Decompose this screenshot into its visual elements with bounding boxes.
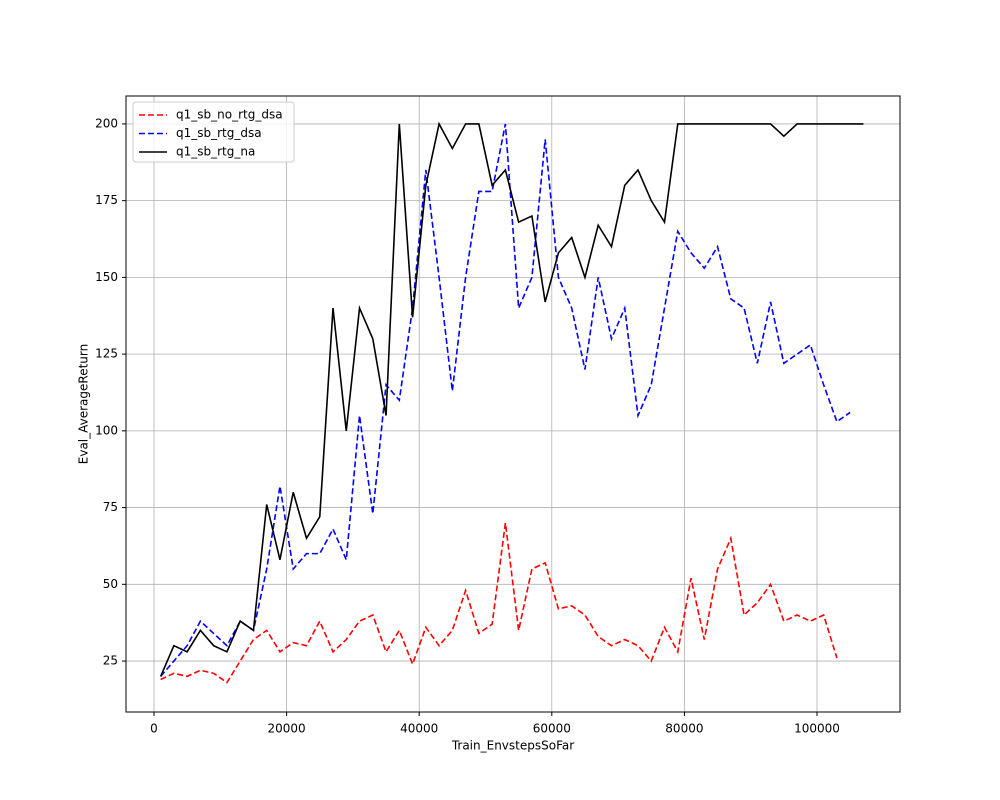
legend-label: q1_sb_rtg_na: [176, 145, 255, 159]
y-tick-label: 75: [103, 500, 118, 514]
x-tick-label: 100000: [794, 722, 840, 736]
y-tick-label: 50: [103, 577, 118, 591]
plot-frame: [125, 95, 901, 713]
legend-label: q1_sb_rtg_dsa: [176, 126, 262, 140]
x-tick-label: 60000: [533, 722, 571, 736]
y-tick-label: 125: [95, 347, 118, 361]
x-tick-label: 80000: [665, 722, 703, 736]
series-line: [159, 121, 864, 677]
y-tick-label: 25: [103, 654, 118, 668]
x-axis-label: Train_EnvstepsSoFar: [451, 739, 574, 753]
y-tick-label: 100: [95, 423, 118, 437]
x-tick-label: 0: [150, 722, 158, 736]
x-tick-label: 20000: [268, 722, 306, 736]
series-line: [160, 522, 838, 684]
y-tick-label: 200: [95, 116, 118, 130]
legend-label: q1_sb_no_rtg_dsa: [176, 108, 283, 122]
legend-box: [132, 101, 295, 163]
y-tick-label: 150: [95, 270, 118, 284]
y-tick-label: 175: [95, 193, 118, 207]
x-tick-label: 40000: [400, 722, 438, 736]
y-axis-label: Eval_AverageReturn: [77, 344, 91, 464]
series-line: [160, 123, 851, 677]
